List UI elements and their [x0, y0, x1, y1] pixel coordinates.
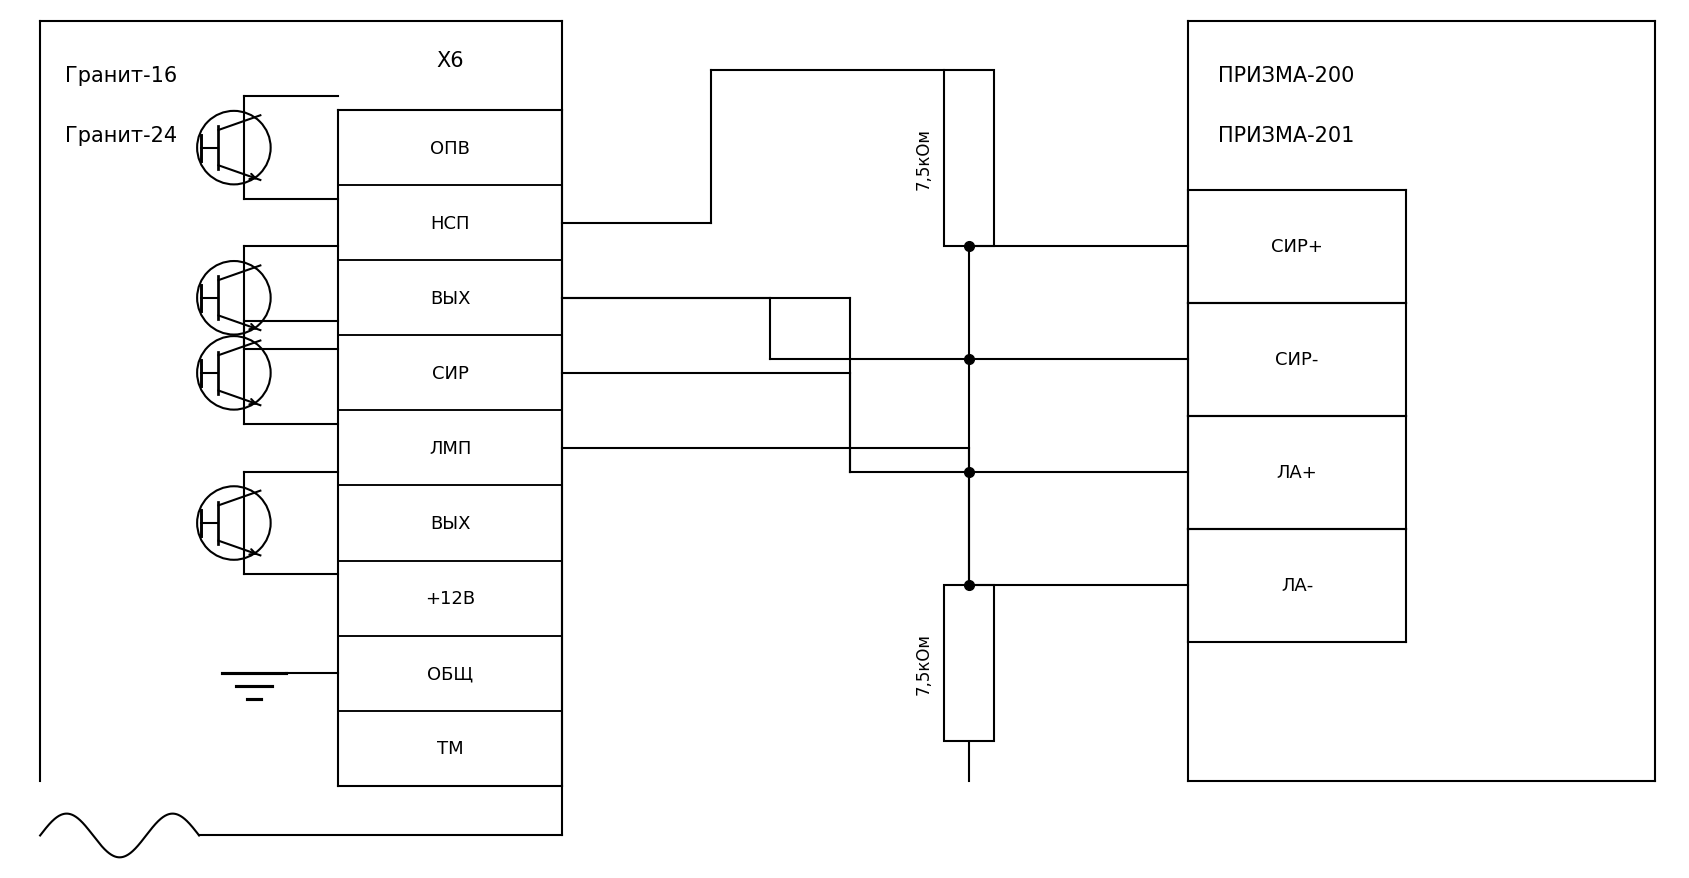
- Text: ЛА-: ЛА-: [1280, 577, 1314, 594]
- Text: ЛМП: ЛМП: [429, 440, 471, 457]
- Text: СИР: СИР: [432, 364, 468, 383]
- Text: +12В: +12В: [426, 589, 475, 608]
- Text: СИР+: СИР+: [1272, 238, 1322, 255]
- Text: Гранит-16: Гранит-16: [64, 66, 177, 86]
- Text: 7,5кОм: 7,5кОм: [914, 632, 932, 694]
- Text: НСП: НСП: [431, 214, 470, 233]
- Text: Х6: Х6: [436, 51, 464, 71]
- Text: Гранит-24: Гранит-24: [64, 126, 177, 146]
- Text: ПРИЗМА-201: ПРИЗМА-201: [1218, 126, 1355, 146]
- Text: ОПВ: ОПВ: [431, 140, 470, 157]
- Text: СИР-: СИР-: [1275, 350, 1319, 369]
- Text: ЛА+: ЛА+: [1277, 464, 1317, 482]
- Text: ОБЩ: ОБЩ: [427, 665, 473, 682]
- Text: ПРИЗМА-200: ПРИЗМА-200: [1218, 66, 1355, 86]
- Text: ВЫХ: ВЫХ: [429, 515, 470, 532]
- Text: 7,5кОм: 7,5кОм: [914, 128, 932, 190]
- Text: ТМ: ТМ: [437, 739, 463, 758]
- Text: ВЫХ: ВЫХ: [429, 290, 470, 307]
- Bar: [944, 586, 995, 741]
- Bar: [944, 71, 995, 247]
